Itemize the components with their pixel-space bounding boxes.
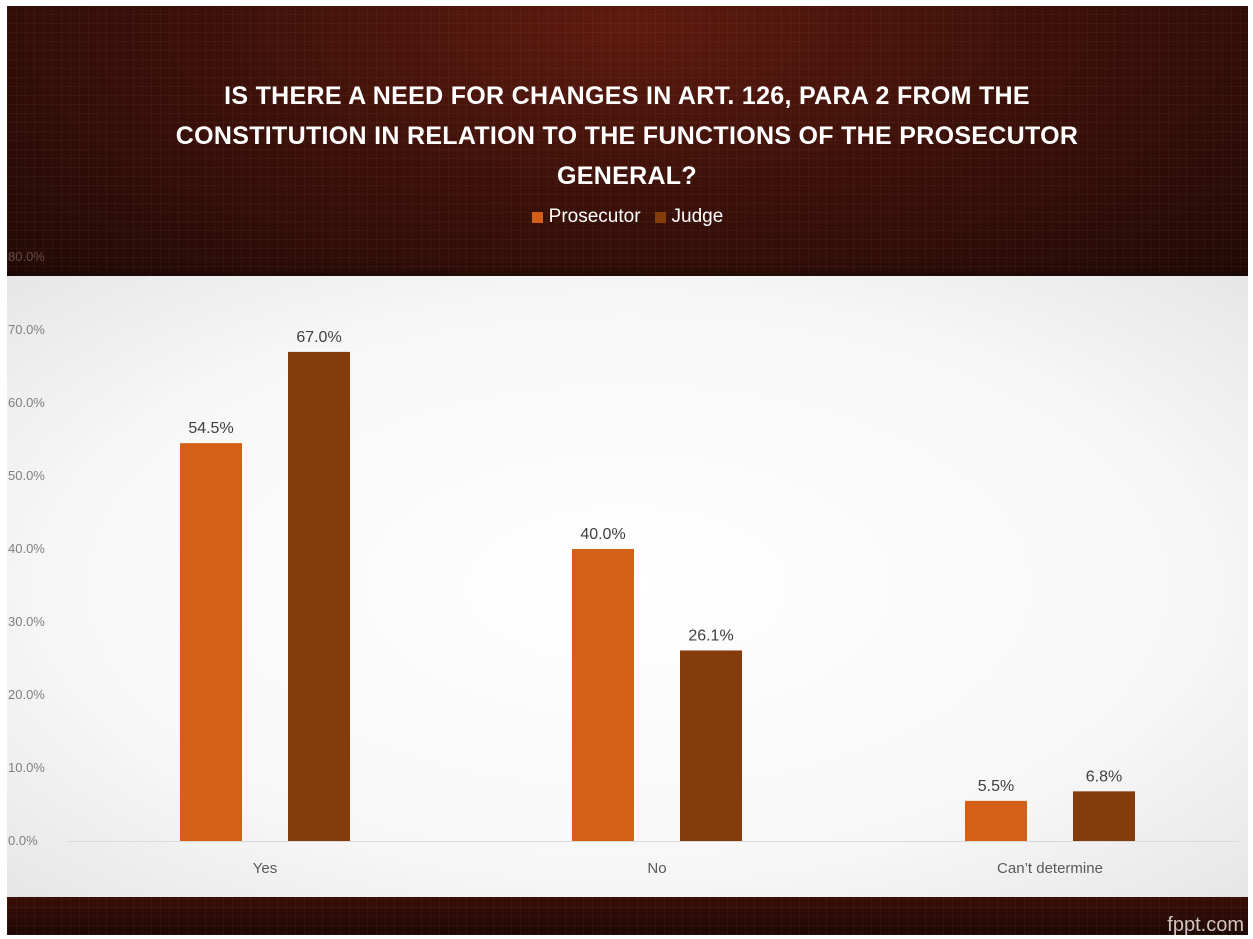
data-label: 26.1% xyxy=(688,627,733,644)
slide: IS THERE A NEED FOR CHANGES IN ART. 126,… xyxy=(7,6,1248,935)
y-tick-label: 0.0% xyxy=(8,833,38,848)
watermark: fppt.com xyxy=(1167,914,1244,935)
bar-judge-1 xyxy=(680,650,742,841)
bar-prosecutor-1 xyxy=(572,549,634,841)
legend-entry-judge: Judge xyxy=(654,206,724,228)
data-label: 40.0% xyxy=(580,526,625,543)
footer-band xyxy=(7,897,1248,935)
y-tick-label: 80.0% xyxy=(8,249,45,264)
x-tick-label: No xyxy=(647,860,666,877)
bar-prosecutor-0 xyxy=(180,443,242,841)
y-tick-label: 50.0% xyxy=(8,468,45,483)
data-label: 54.5% xyxy=(188,420,233,437)
data-label: 5.5% xyxy=(978,778,1014,795)
legend: Prosecutor Judge xyxy=(7,206,1248,228)
title-band xyxy=(7,6,1248,276)
legend-label-prosecutor: Prosecutor xyxy=(548,206,641,227)
y-tick-label: 30.0% xyxy=(8,614,45,629)
chart-plot: 0.0% 10.0% 20.0% 30.0% 40.0% 50.0% 60.0% 70.0% 8… xyxy=(8,249,1239,877)
legend-label-judge: Judge xyxy=(671,206,724,227)
y-tick-label: 60.0% xyxy=(8,395,45,410)
bar-judge-2 xyxy=(1073,791,1135,841)
x-tick-label: Yes xyxy=(253,860,277,877)
y-tick-label: 20.0% xyxy=(8,687,45,702)
legend-swatch-prosecutor xyxy=(531,211,543,223)
bar-prosecutor-2 xyxy=(965,800,1027,841)
bar-judge-0 xyxy=(288,351,350,841)
chart-title: IS THERE A NEED FOR CHANGES IN ART. 126,… xyxy=(175,82,1079,190)
legend-swatch-judge xyxy=(654,211,666,223)
y-tick-label: 70.0% xyxy=(8,322,45,337)
y-tick-label: 40.0% xyxy=(8,541,45,556)
x-tick-label: Can’t determine xyxy=(997,860,1103,877)
y-tick-label: 10.0% xyxy=(8,760,45,775)
data-label: 67.0% xyxy=(296,329,341,346)
legend-entry-prosecutor: Prosecutor xyxy=(531,206,641,228)
data-label: 6.8% xyxy=(1086,768,1122,785)
